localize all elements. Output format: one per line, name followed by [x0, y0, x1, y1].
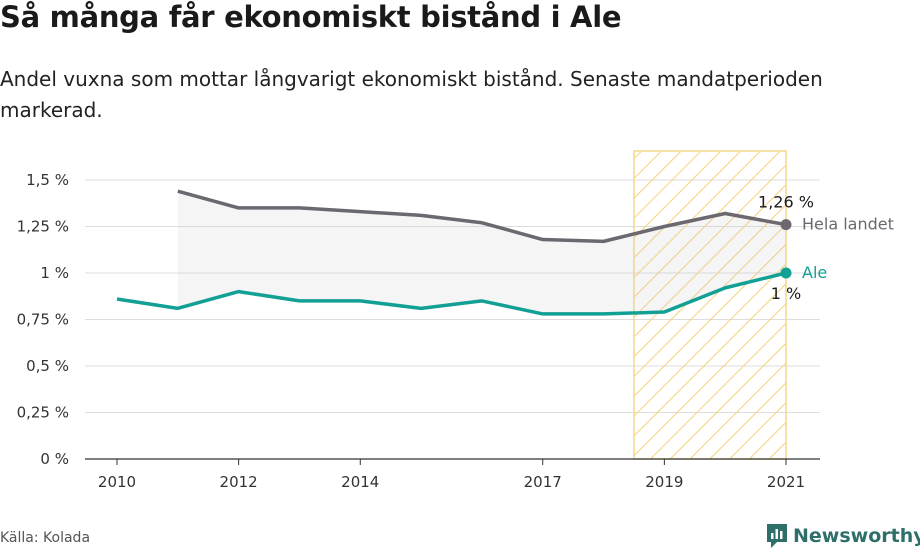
- brand-logo: Newsworthy: [765, 521, 920, 551]
- series-line-ale: [116, 271, 787, 316]
- y-tick-label: 0,75 %: [17, 311, 69, 329]
- gap-area: [177, 191, 786, 314]
- x-tick-label: 2017: [524, 473, 562, 491]
- x-tick-label: 2014: [341, 473, 379, 491]
- x-tick-label: 2021: [767, 473, 805, 491]
- chart-subtitle: Andel vuxna som mottar långvarigt ekonom…: [0, 67, 823, 122]
- series-value-label: 1,26 %: [758, 193, 814, 212]
- series-end-point: [780, 219, 792, 231]
- series-name-label: Hela landet: [802, 215, 894, 234]
- series-end-point: [780, 267, 792, 279]
- y-tick-label: 0,25 %: [17, 404, 69, 422]
- y-tick-label: 0 %: [40, 450, 69, 468]
- mandate-period-highlight: [633, 150, 787, 460]
- source-note: Källa: Kolada: [0, 530, 91, 546]
- x-tick-label: 2010: [98, 473, 136, 491]
- x-axis: 2010 2012 2014 2017 2019 2021: [85, 458, 820, 491]
- brand-name: Newsworthy: [793, 525, 920, 547]
- y-tick-label: 1 %: [40, 264, 69, 282]
- newsworthy-logo-icon: [767, 524, 787, 548]
- series-line-hela-landet: [177, 189, 787, 244]
- chart-title: Så många får ekonomiskt bistånd i Ale: [0, 0, 622, 34]
- y-tick-label: 1,5 %: [26, 171, 69, 189]
- series-name-label: Ale: [802, 263, 827, 282]
- x-tick-label: 2012: [220, 473, 258, 491]
- y-axis: 0 % 0,25 % 0,5 % 0,75 % 1 % 1,25 % 1,5 %: [17, 171, 69, 468]
- x-tick-label: 2019: [645, 473, 683, 491]
- y-tick-label: 1,25 %: [17, 218, 69, 236]
- y-tick-label: 0,5 %: [26, 357, 69, 375]
- series-value-label: 1 %: [771, 284, 801, 303]
